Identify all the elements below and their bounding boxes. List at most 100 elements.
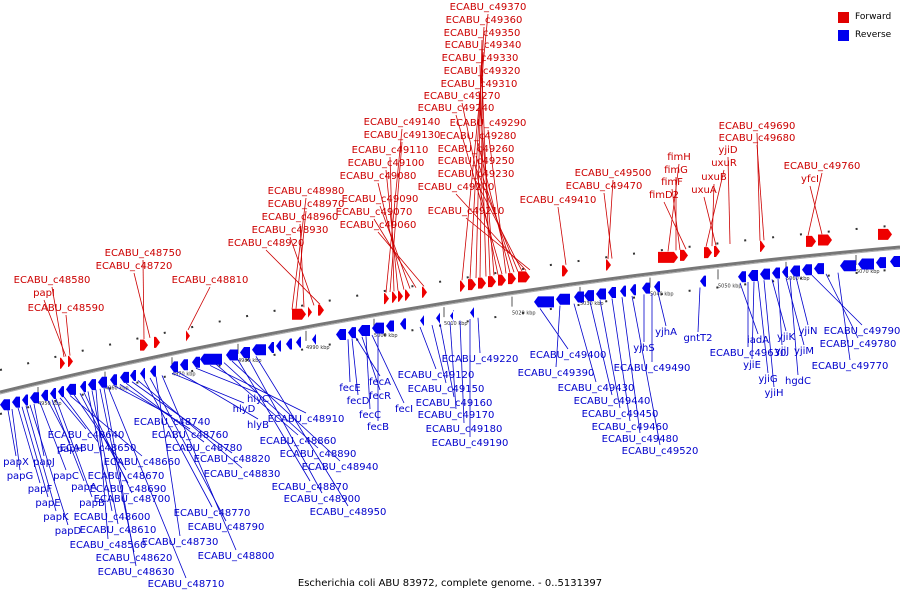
reverse-gene-arrow [450,310,454,322]
reverse-gene-label: papJ [33,457,55,468]
label-leader [771,279,787,332]
label-leader [475,180,523,272]
label-leader [671,188,681,250]
label-leader [711,183,715,247]
label-leader [703,196,717,246]
reverse-gene-arrow [88,379,96,391]
label-leader [361,336,381,391]
forward-gene-arrow [292,308,306,320]
label-leader [187,286,211,331]
forward-gene-label: ECABU_c49270 [424,91,501,102]
reverse-gene-label: papA [71,482,97,493]
label-leader [557,206,567,265]
reverse-gene-label: fecI [395,404,413,415]
label-leader [555,305,561,368]
reverse-gene-arrow [748,269,758,281]
reverse-gene-arrow [200,353,222,365]
label-leader [299,223,305,308]
reverse-gene-label: fecC [359,410,381,421]
forward-gene-arrow [68,355,73,367]
reverse-gene-arrow [802,264,812,276]
reverse-gene-arrow [738,271,746,283]
reverse-gene-label: ECABU_c48740 [134,417,211,428]
reverse-gene-arrow [608,287,616,299]
reverse-gene-arrow [596,288,606,300]
label-leader [837,272,851,361]
reverse-gene-label: ECABU_c49150 [408,384,485,395]
label-leader [573,303,597,383]
reverse-gene-label: ECABU_c49190 [432,438,509,449]
reverse-gene-label: yjiJ [775,346,789,357]
reverse-gene-arrow [840,260,856,272]
reverse-gene-label: ECABU_c48670 [88,471,165,482]
reverse-gene-arrow [150,365,156,377]
scale-label: 4970 kbp [172,371,196,377]
label-leader [807,172,823,236]
reverse-gene-label: ECABU_c48730 [142,537,219,548]
reverse-gene-label: papB [79,498,105,509]
reverse-gene-label: ECABU_c48690 [90,484,167,495]
forward-gene-arrow [818,234,832,246]
reverse-gene-label: papH [57,444,83,455]
forward-gene-label: ECABU_c49260 [438,144,515,155]
forward-gene-label: yfcI [801,174,819,185]
forward-gene-label: uxuA [691,185,717,196]
label-leader [705,169,725,247]
reverse-gene-label: ECABU_c49220 [442,354,519,365]
label-leader [59,397,87,430]
reverse-gene-arrow [30,392,39,404]
reverse-gene-label: ECABU_c49430 [558,383,635,394]
forward-gene-arrow [562,265,568,277]
forward-gene-label: ECABU_c48750 [105,248,182,259]
reverse-gene-label: yjhS [633,343,654,354]
label-leader [789,277,799,376]
reverse-gene-label: ECABU_c48790 [188,522,265,533]
label-leader [663,201,687,250]
forward-gene-label: fimF [661,177,683,188]
label-leader [107,386,187,579]
label-leader [599,300,621,409]
forward-gene-arrow [508,273,516,285]
label-leader [809,185,823,235]
label-leader [389,156,395,292]
reverse-gene-arrow [22,394,28,406]
forward-gene-label: ECABU_c49060 [340,220,417,231]
reverse-gene-label: hgdC [785,376,811,387]
label-leader [33,403,45,457]
label-leader [777,278,783,346]
reverse-gene-arrow [436,312,440,324]
label-leader [455,193,527,271]
reverse-gene-arrow [654,281,660,293]
reverse-gene-label: fecR [369,391,391,402]
label-leader [133,272,151,338]
label-leader [95,389,109,540]
reverse-gene-arrow [772,267,780,279]
label-leader [91,390,119,525]
forward-gene-label: ECABU_c48590 [28,303,105,314]
forward-gene-label: ECABU_c49130 [364,130,441,141]
label-leader [477,317,481,354]
scale-label: 4960 kbp [105,386,129,392]
reverse-gene-label: ECABU_c48910 [268,414,345,425]
label-leader [43,299,67,357]
reverse-gene-arrow [50,387,56,399]
label-leader [697,287,701,333]
reverse-gene-arrow [12,396,20,408]
reverse-gene-label: papX [3,457,29,468]
forward-track-guide [0,224,900,371]
reverse-gene-arrow [130,370,136,382]
reverse-gene-arrow [790,265,800,277]
reverse-gene-arrow [226,349,238,361]
forward-gene-label: ECABU_c49290 [450,118,527,129]
forward-gene-label: ECABU_c49360 [446,15,523,26]
reverse-gene-arrow [760,268,770,280]
forward-gene-label: ECABU_c49240 [418,103,495,114]
forward-gene-label: ECABU_c49070 [336,207,413,218]
forward-gene-label: ECABU_c49320 [444,66,521,77]
reverse-gene-label: papG [7,471,34,482]
forward-gene-label: ECABU_c49680 [719,133,796,144]
reverse-gene-arrow [782,266,788,278]
reverse-gene-arrow [192,356,200,368]
label-leader [795,276,809,326]
legend: Forward Reverse [838,8,900,44]
